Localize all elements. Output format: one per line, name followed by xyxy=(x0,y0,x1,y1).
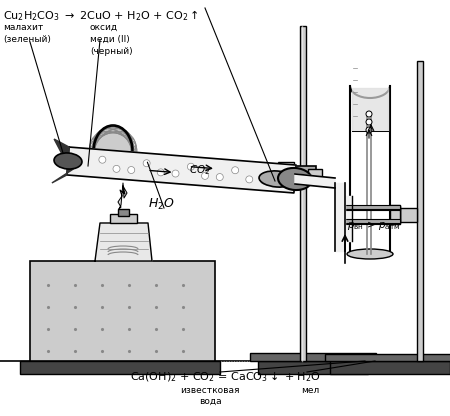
Bar xyxy=(340,219,400,223)
Text: известковая
вода: известковая вода xyxy=(180,386,240,406)
Text: $CO_2$: $CO_2$ xyxy=(189,163,210,177)
Bar xyxy=(390,205,400,223)
Bar xyxy=(340,206,350,224)
Bar xyxy=(351,86,389,254)
Bar xyxy=(340,220,400,224)
Bar xyxy=(292,166,316,184)
Circle shape xyxy=(246,176,253,183)
Circle shape xyxy=(99,156,106,163)
Bar xyxy=(400,208,417,222)
Polygon shape xyxy=(95,223,152,261)
Text: Cu$_2$H$_2$CO$_3$ $\rightarrow$ 2CuO + H$_2$O + CO$_2\uparrow$: Cu$_2$H$_2$CO$_3$ $\rightarrow$ 2CuO + H… xyxy=(3,8,198,23)
Circle shape xyxy=(143,160,150,167)
Polygon shape xyxy=(335,183,345,251)
Ellipse shape xyxy=(259,171,295,187)
Bar xyxy=(110,214,137,223)
Bar xyxy=(300,26,306,361)
Ellipse shape xyxy=(94,126,132,176)
Bar xyxy=(20,361,220,374)
Circle shape xyxy=(157,169,164,176)
Circle shape xyxy=(113,165,120,172)
Ellipse shape xyxy=(277,171,313,187)
Polygon shape xyxy=(352,88,388,131)
Text: Ca(OH)$_2$ + CO$_2$ = CaCO$_3\downarrow$ + H$_2$O: Ca(OH)$_2$ + CO$_2$ = CaCO$_3\downarrow$… xyxy=(130,369,320,384)
Bar xyxy=(340,205,350,223)
Circle shape xyxy=(366,119,372,125)
Polygon shape xyxy=(295,174,307,184)
Bar xyxy=(118,209,129,216)
Polygon shape xyxy=(118,183,127,209)
Ellipse shape xyxy=(54,153,82,169)
Circle shape xyxy=(366,127,372,133)
Bar xyxy=(30,261,215,361)
Circle shape xyxy=(366,111,372,117)
Ellipse shape xyxy=(278,168,312,190)
Bar xyxy=(340,205,400,209)
Polygon shape xyxy=(52,139,78,183)
Text: оксид
меди (II)
(черный): оксид меди (II) (черный) xyxy=(90,23,133,56)
Circle shape xyxy=(216,173,223,181)
Text: мел: мел xyxy=(301,386,319,395)
Text: $H_2O$: $H_2O$ xyxy=(148,197,175,212)
Circle shape xyxy=(187,163,194,170)
Circle shape xyxy=(261,177,268,184)
Polygon shape xyxy=(342,196,352,241)
Polygon shape xyxy=(67,147,296,193)
Bar xyxy=(390,206,400,224)
Bar xyxy=(417,61,423,361)
Circle shape xyxy=(128,166,135,173)
Bar xyxy=(340,206,400,210)
Bar xyxy=(258,361,368,374)
Bar xyxy=(278,180,294,190)
Circle shape xyxy=(202,172,208,179)
Circle shape xyxy=(232,167,238,174)
Ellipse shape xyxy=(347,249,393,259)
Circle shape xyxy=(172,170,179,177)
Bar xyxy=(308,169,322,181)
Text: малахит
(зеленый): малахит (зеленый) xyxy=(3,23,51,44)
Bar xyxy=(330,361,450,374)
Circle shape xyxy=(299,171,307,179)
Polygon shape xyxy=(295,174,335,188)
Text: $p_{\rm вн}$ > $p_{\rm атм}$: $p_{\rm вн}$ > $p_{\rm атм}$ xyxy=(347,219,400,232)
Bar xyxy=(325,354,450,361)
Bar xyxy=(278,162,294,172)
Bar xyxy=(250,353,376,361)
